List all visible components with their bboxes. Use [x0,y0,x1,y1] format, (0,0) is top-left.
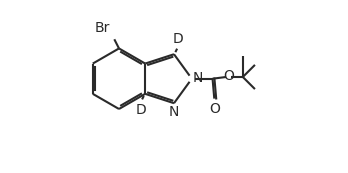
Text: N: N [192,71,203,85]
Text: Br: Br [95,21,110,35]
Text: O: O [209,102,220,116]
Text: D: D [173,32,184,46]
Text: N: N [168,105,179,119]
Text: D: D [135,102,146,116]
Text: O: O [223,69,234,83]
